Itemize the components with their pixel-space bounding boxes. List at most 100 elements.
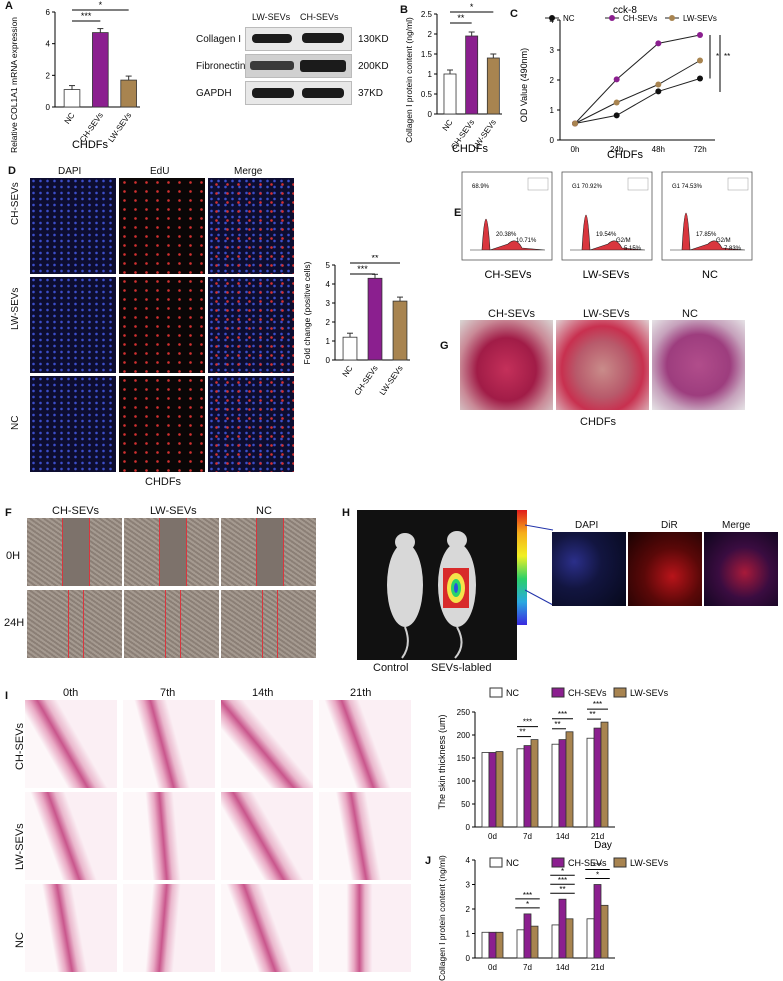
he-stain-grid	[25, 700, 415, 976]
sig-star: *	[526, 900, 529, 909]
he-tile	[319, 792, 411, 880]
blot-col-lw: LW-SEVs	[252, 12, 291, 22]
blot-row-gapdh: GAPDH	[196, 88, 232, 99]
panel-j-ylabel: Collagen I protein content (ng/ml)	[437, 855, 447, 981]
legend-label: NC	[506, 688, 519, 698]
panel-a-xlabel: CHDFs	[72, 139, 109, 151]
histogram-curve	[670, 213, 746, 251]
i-col-7: 7th	[160, 687, 176, 699]
y-tick-label: 200	[457, 731, 471, 740]
extra-value: 7.83%	[724, 246, 742, 252]
h-mouse-control: Control	[373, 662, 409, 674]
legend-swatch	[551, 857, 565, 868]
g-label-lw: LW-SEVs	[583, 308, 630, 320]
panel-b-ylabel: Collagen I protein content (ng/ml)	[404, 17, 414, 143]
y-tick-label: 0	[466, 954, 471, 963]
h-col-dir: DiR	[661, 520, 678, 531]
blot-kd-2: 200KD	[358, 61, 389, 72]
y-tick-label: 1	[428, 70, 433, 79]
microscopy-tile	[208, 376, 294, 472]
he-tile	[25, 700, 117, 788]
legend-swatch	[489, 687, 503, 698]
wound-gap	[61, 518, 90, 586]
wound-gap	[255, 518, 284, 586]
series-line	[574, 34, 701, 124]
he-tile	[25, 884, 117, 972]
x-tick-label: 72h	[693, 145, 706, 154]
bar	[342, 336, 358, 361]
panel-i-chart: The skin thickness (um) 0 50 100 150 200 250 0…	[437, 687, 669, 851]
bar	[558, 739, 567, 828]
x-tick-label: CH-SEVs	[353, 364, 380, 395]
bar	[392, 300, 408, 361]
bar	[593, 884, 602, 959]
series-line	[574, 60, 701, 124]
y-tick-label: 3	[326, 299, 331, 308]
y-tick-label: 2	[46, 71, 51, 80]
blot-strip-collagen	[245, 27, 352, 51]
wound-tile	[27, 518, 122, 586]
g-label-ch: CH-SEVs	[488, 308, 536, 320]
panel-j-letter: J	[425, 855, 432, 867]
petri-dish-images	[460, 320, 745, 410]
x-tick-label: 48h	[652, 145, 665, 154]
bar	[481, 752, 490, 828]
panel-c-xlabel: CHDFs	[607, 149, 644, 161]
histogram-legend	[627, 177, 649, 191]
wound-gap	[164, 590, 181, 658]
histogram-legend	[727, 177, 749, 191]
panel-g-xlabel: CHDFs	[580, 416, 617, 428]
legend-marker	[669, 15, 675, 21]
x-tick-label: 7d	[523, 832, 532, 841]
h-col-merge: Merge	[722, 520, 751, 531]
bar	[465, 35, 479, 115]
bar	[586, 737, 595, 828]
series-point	[697, 75, 703, 82]
microscopy-tile	[119, 376, 205, 472]
sig-star: **	[589, 710, 595, 719]
bar	[63, 89, 81, 108]
panel-i-ylabel: The skin thickness (um)	[437, 714, 447, 809]
microscopy-tile	[208, 178, 294, 274]
panel-a-chart: Relative COL1A1 mRNA expression 0 2 4 6 NC CH…	[9, 0, 140, 153]
x-tick-label: 0d	[488, 832, 497, 841]
x-tick-label: 7d	[523, 963, 532, 972]
x-tick-label: NC	[341, 364, 355, 379]
bar	[551, 924, 560, 959]
bar	[516, 748, 525, 828]
blot-row-fibronectin: Fibronectin	[196, 61, 246, 72]
h-mouse-sevs: SEVs-labled	[431, 662, 492, 674]
he-tile	[123, 884, 215, 972]
microscopy-tile	[30, 178, 116, 274]
f-col-nc: NC	[256, 505, 272, 517]
series-point	[613, 76, 620, 83]
he-tile	[123, 700, 215, 788]
blot-strip-gapdh	[245, 81, 352, 105]
i-col-21: 21th	[350, 687, 372, 699]
blot-strip-fibronectin	[245, 54, 352, 78]
y-tick-label: 50	[461, 800, 470, 809]
panel-d-ylabel: Fold change (positive cells)	[302, 261, 312, 364]
y-tick-label: 2.5	[421, 10, 433, 19]
x-tick-label: 0h	[571, 145, 580, 154]
he-tile	[319, 884, 411, 972]
y-tick-label: 0	[550, 136, 555, 145]
panel-b-xlabel: CHDFs	[452, 143, 489, 155]
series-point	[655, 88, 662, 95]
he-tile	[123, 792, 215, 880]
x-tick-label: NC	[63, 111, 77, 126]
panel-c-ylabel: OD Value (490nm)	[519, 48, 529, 122]
bar	[586, 918, 595, 959]
x-tick-label: 21d	[591, 832, 604, 841]
panel-c-letter: C	[510, 8, 518, 20]
histogram-legend	[527, 177, 549, 191]
g2m-value: G2/M	[616, 238, 631, 244]
wound-gap	[67, 590, 84, 658]
e-label-ch: CH-SEVs	[484, 269, 532, 281]
g1-value: G1 74.53%	[672, 184, 703, 190]
wound-tile	[124, 518, 219, 586]
d-col-merge: Merge	[234, 166, 263, 177]
x-tick-label: 0d	[488, 963, 497, 972]
d-row-nc: NC	[10, 415, 21, 430]
legend-label: CH-SEVs	[568, 858, 607, 868]
